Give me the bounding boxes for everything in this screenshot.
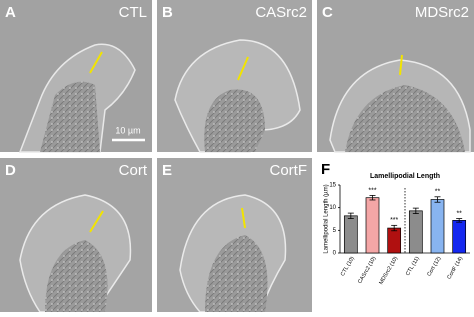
y-tick-label: 0 (333, 251, 337, 257)
panel-title: CTL (119, 4, 147, 21)
panel-title: CortF (270, 162, 308, 179)
error-bar (434, 196, 441, 203)
scale-bar-label: 10 µm (115, 125, 140, 135)
y-tick-label: 10 (329, 205, 336, 211)
bar (387, 227, 402, 254)
error-bar (347, 212, 354, 219)
panel-e (157, 158, 312, 313)
significance-label: *** (368, 187, 376, 194)
panel-letter: B (162, 4, 173, 21)
panel-a (0, 0, 152, 153)
panel-letter: F (321, 161, 330, 178)
error-bar (369, 195, 376, 201)
error-bar (456, 218, 463, 223)
chart-title: Lamellipodial Length (370, 173, 440, 180)
panel-letter: E (162, 162, 172, 179)
significance-label: ** (456, 210, 462, 217)
panel-d (0, 158, 152, 313)
panel-b (157, 0, 312, 153)
y-axis-label: Lamellipodial Length (µm) (324, 184, 330, 253)
y-tick-label: 5 (333, 228, 337, 234)
bar (452, 220, 467, 254)
error-bar (412, 207, 419, 214)
significance-label: *** (390, 217, 398, 224)
panel-title: Cort (119, 162, 148, 179)
panel-title: CASrc2 (255, 4, 307, 21)
significance-label: ** (435, 189, 441, 196)
bar (343, 215, 358, 254)
bar (408, 210, 423, 254)
panel-c (317, 0, 474, 153)
error-bar (391, 224, 398, 232)
bar (365, 197, 380, 254)
panel-title: MDSrc2 (415, 4, 469, 21)
panel-letter: A (5, 4, 16, 21)
panel-letter: D (5, 162, 16, 179)
panel-letter: C (322, 4, 333, 21)
bar (430, 199, 445, 254)
y-tick-label: 15 (329, 183, 336, 189)
